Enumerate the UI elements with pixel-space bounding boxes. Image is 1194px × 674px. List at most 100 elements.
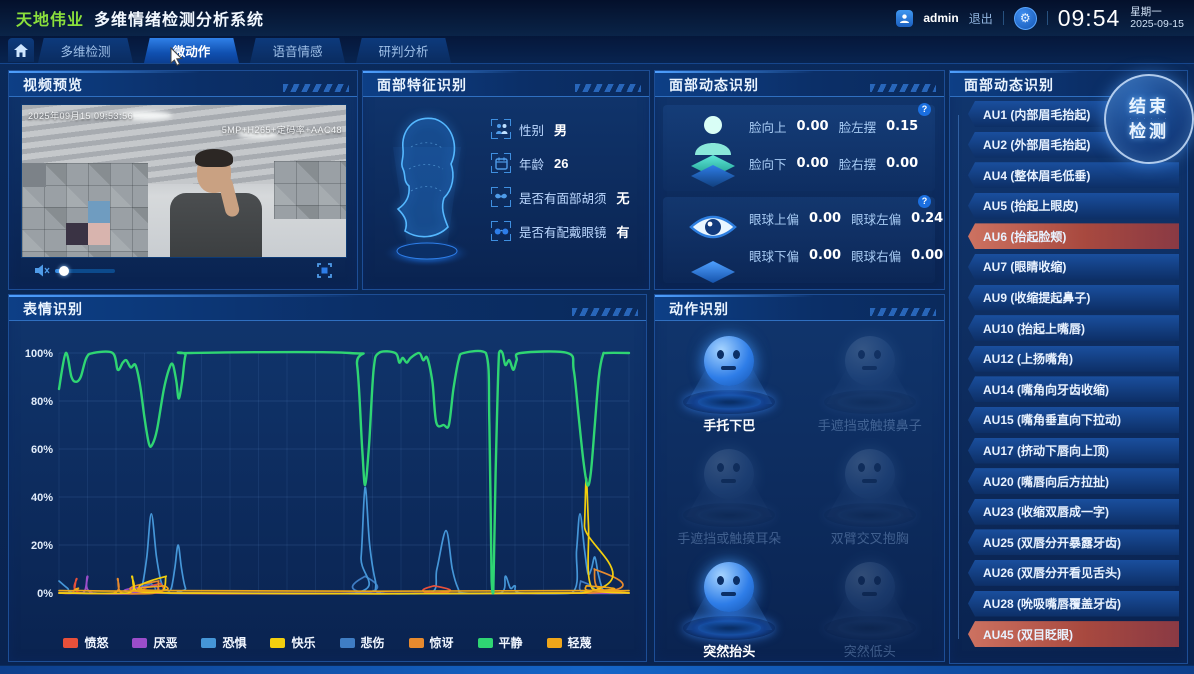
legend-swatch (477, 637, 493, 648)
action-item[interactable]: 手遮挡或触摸鼻子 (800, 323, 941, 434)
au-status-dot (955, 232, 964, 241)
ceiling-light (238, 131, 278, 138)
panel-title: 面部特征识别 (377, 77, 467, 93)
y-tick-label: 40% (31, 492, 53, 504)
legend-label: 悲伤 (360, 636, 385, 650)
metric-label: 眼球右偏 (851, 250, 902, 264)
au-item[interactable]: AU25 (双唇分开暴露牙齿) (968, 529, 1179, 556)
volume-slider[interactable] (55, 266, 115, 276)
au-item[interactable]: AU15 (嘴角垂直向下拉动) (968, 406, 1179, 433)
au-item[interactable]: AU28 (吮吸嘴唇覆盖牙齿) (968, 590, 1179, 617)
nav-tab-4[interactable]: 研判分析 (356, 38, 451, 63)
hand-touch-nose-icon (815, 336, 925, 414)
muted-speaker-icon[interactable] (35, 264, 50, 277)
au-item[interactable]: AU5 (抬起上眼皮) (968, 192, 1179, 219)
header: 天地伟业 多维情绪检测分析系统 admin 退出 ⚙ 09:54 星期一 202… (0, 0, 1194, 37)
help-icon[interactable]: ? (918, 103, 931, 116)
au-label: AU45 (双目眨眼) (983, 627, 1074, 642)
legend-swatch (201, 637, 217, 648)
action-item[interactable]: 突然抬头 (659, 549, 800, 660)
metric-value: 0.00 (911, 248, 944, 263)
au-label: AU9 (收缩提起鼻子) (983, 291, 1091, 306)
actions-grid: 手托下巴 手遮挡或触摸鼻子手遮挡或触摸耳朵 双臂交叉抱胸 突然抬头 突然低头 (659, 323, 940, 660)
au-status-dot (955, 599, 964, 608)
series-平静 (57, 349, 631, 595)
panel-title: 表情识别 (23, 301, 83, 317)
ceiling-light (120, 111, 172, 120)
au-item[interactable]: AU45 (双目眨眼) (968, 621, 1179, 648)
feature-label: 年龄 (519, 157, 545, 172)
au-item[interactable]: AU9 (收缩提起鼻子) (968, 284, 1179, 311)
divider (1002, 11, 1004, 25)
feature-rows: 性别男年龄 26 是否有面部胡须无是否有配戴眼镜有 (491, 119, 630, 241)
stripe-decoration (283, 84, 349, 92)
video-stream-info: 5MP+H265+定码率+AAC48 (221, 125, 342, 135)
help-icon[interactable]: ? (918, 195, 931, 208)
weekday: 星期一 (1130, 6, 1162, 18)
au-label: AU17 (挤动下唇向上顶) (983, 444, 1110, 459)
chart-legend: 愤怒 厌恶 恐惧 快乐 悲伤 惊讶 平静 轻蔑 (9, 634, 646, 651)
nav-tab-1[interactable]: 多维检测 (38, 38, 133, 63)
au-status-dot (955, 354, 964, 363)
action-item[interactable]: 突然低头 (800, 549, 941, 660)
action-item[interactable]: 手托下巴 (659, 323, 800, 434)
end-detection-button[interactable]: 结束 · · · · · · 检测 (1104, 74, 1194, 164)
person-hair (195, 149, 233, 167)
hand-on-chin-icon (674, 336, 784, 414)
au-status-dot (955, 201, 964, 210)
feature-row: 年龄 26 (491, 153, 630, 173)
panel-title: 面部动态识别 (669, 77, 759, 93)
au-item[interactable]: AU10 (抬起上嘴唇) (968, 315, 1179, 342)
date: 2025-09-15 (1130, 18, 1184, 30)
au-item[interactable]: AU17 (挤动下唇向上顶) (968, 437, 1179, 464)
legend-swatch (546, 637, 562, 648)
legend-item: 轻蔑 (546, 634, 592, 651)
action-label: 手遮挡或触摸耳朵 (677, 531, 782, 546)
au-status-dot (955, 538, 964, 547)
au-item[interactable]: AU20 (嘴唇向后方拉扯) (968, 468, 1179, 495)
feature-value: 无 (616, 190, 630, 206)
legend-label: 平静 (498, 636, 523, 650)
expression-panel: 表情识别 0% 20% 40% 60% 80% 100% 愤怒 厌恶 恐惧 快乐 悲伤 惊讶 平静 轻蔑 (8, 294, 647, 662)
panel-title: 动作识别 (669, 301, 729, 317)
sudden-head-raise-icon (674, 562, 784, 640)
head-pose-card: ? 脸向上 0.00 脸左摆 0.15 脸向下 0.00 脸右摆 0.00 (663, 103, 935, 191)
nav-bar: 多维检测 微动作 语音情感 研判分析 (0, 36, 1194, 64)
au-item[interactable]: AU23 (收缩双唇成一字) (968, 498, 1179, 525)
action-item[interactable]: 手遮挡或触摸耳朵 (659, 436, 800, 547)
person-icon (681, 113, 745, 187)
au-item[interactable]: AU6 (抬起脸颊) (968, 223, 1179, 250)
action-item[interactable]: 双臂交叉抱胸 (800, 436, 941, 547)
au-list: AU1 (内部眉毛抬起) AU2 (外部眉毛抬起) AU4 (整体眉毛低垂) AU5 … (968, 101, 1179, 652)
au-item[interactable]: AU26 (双唇分开看见舌头) (968, 559, 1179, 586)
volume-knob[interactable] (59, 266, 69, 276)
au-label: AU5 (抬起上眼皮) (983, 199, 1079, 214)
stripe-decoration (870, 308, 936, 316)
nav-tab-2[interactable]: 微动作 (144, 38, 239, 63)
nav-tab-3[interactable]: 语音情感 (250, 38, 345, 63)
au-item[interactable]: AU12 (上扬嘴角) (968, 345, 1179, 372)
home-tab[interactable] (8, 38, 34, 62)
au-status-dot (955, 293, 964, 302)
end-button-line1: 结束 (1129, 97, 1169, 116)
au-item[interactable]: AU14 (嘴角向牙齿收缩) (968, 376, 1179, 403)
au-label: AU12 (上扬嘴角) (983, 352, 1074, 367)
gear-icon[interactable]: ⚙ (1013, 6, 1037, 30)
fullscreen-icon[interactable] (317, 263, 332, 278)
feature-row: 性别男 (491, 119, 630, 139)
person-torso (170, 193, 262, 257)
metric-value: 0.00 (796, 156, 829, 171)
video-frame[interactable]: 2025年09月15 09:53:56 5MP+H265+定码率+AAC48 (21, 104, 347, 258)
logout-button[interactable]: 退出 (968, 11, 993, 26)
au-item[interactable]: AU4 (整体眉毛低垂) (968, 162, 1179, 189)
y-tick-label: 20% (31, 540, 53, 552)
au-item[interactable]: AU7 (眼睛收缩) (968, 253, 1179, 280)
action-label: 手遮挡或触摸鼻子 (817, 418, 922, 433)
legend-item: 快乐 (270, 634, 316, 651)
face-dynamics-panel: 面部动态识别 ? 脸向上 0.00 脸左摆 0.15 脸向下 0.00 脸右摆 0.00 ? (654, 70, 945, 290)
au-label: AU7 (眼睛收缩) (983, 260, 1067, 275)
au-status-dot (955, 630, 964, 639)
metric-value: 0.00 (796, 119, 829, 134)
series-悲伤 (58, 575, 630, 595)
